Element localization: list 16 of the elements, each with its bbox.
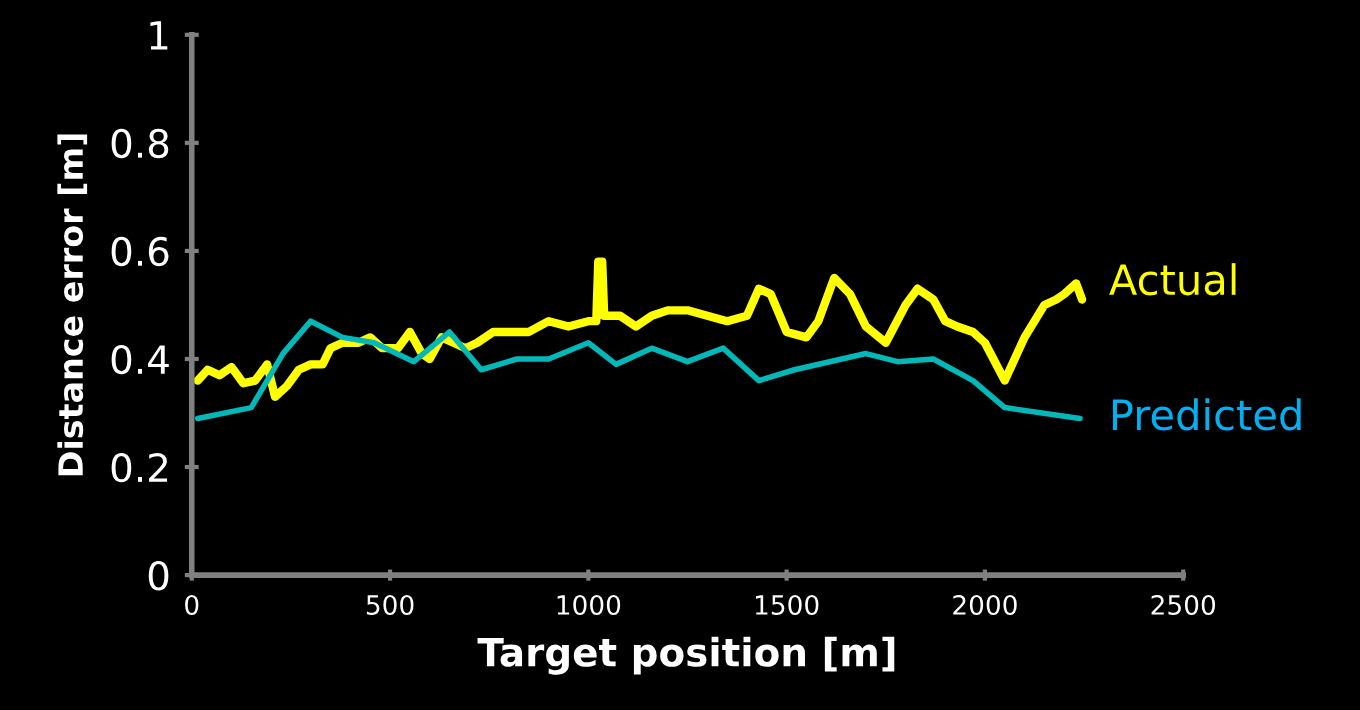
series-label: Predicted (1112, 398, 1301, 431)
y-tick-label: 0.2 (111, 452, 168, 483)
y-axis-title: Distance error [m] (57, 134, 88, 476)
y-tick-label: 0.6 (111, 236, 169, 267)
y-tick-label: 1 (150, 21, 168, 50)
x-tick-label: 500 (366, 595, 414, 615)
x-tick-label: 2500 (1151, 595, 1216, 615)
x-tick-label: 0 (185, 595, 199, 615)
x-tick-label: 2000 (953, 595, 1017, 615)
y-tick-label: 0.8 (111, 128, 169, 159)
x-tick-label: 1500 (755, 595, 819, 615)
x-tick-label: 1000 (557, 595, 621, 615)
x-axis-title: Target position [m] (477, 636, 895, 675)
y-tick-label: 0 (148, 561, 169, 591)
y-tick-label: 0.4 (111, 344, 169, 375)
series-label: Actual (1109, 263, 1236, 296)
